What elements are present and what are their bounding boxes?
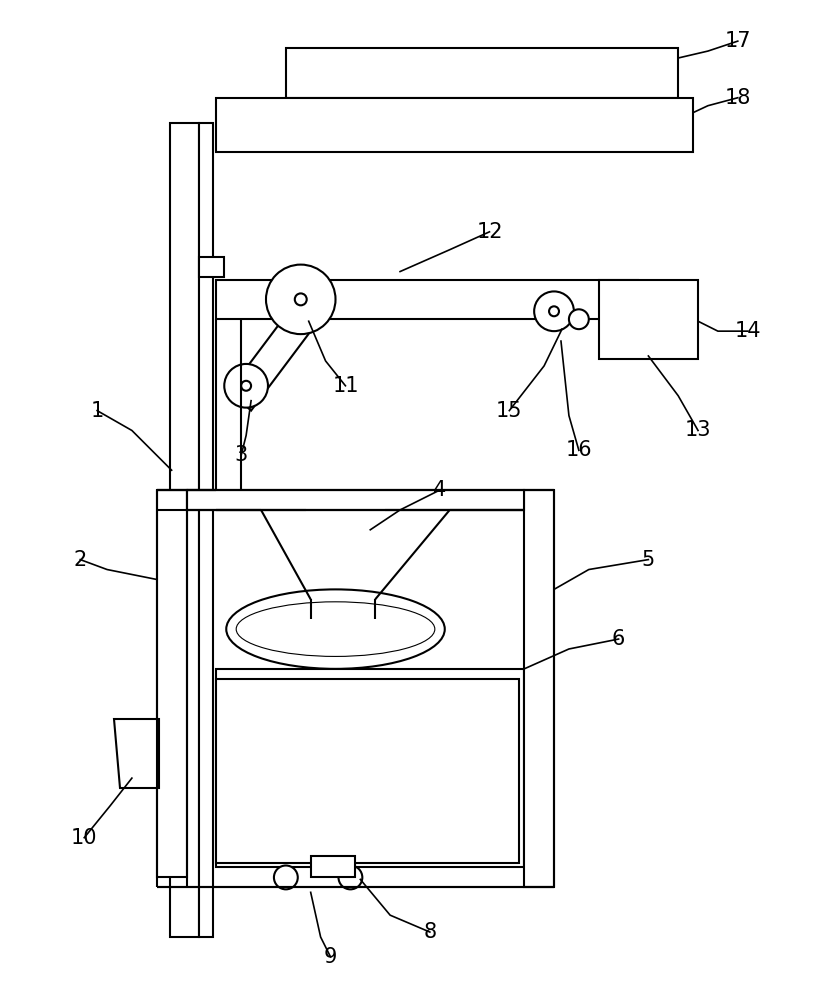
Text: 10: 10 [71, 828, 98, 848]
Text: 12: 12 [476, 222, 502, 242]
Text: 17: 17 [724, 31, 751, 51]
Text: 2: 2 [74, 550, 87, 570]
Circle shape [274, 866, 298, 889]
Circle shape [534, 291, 574, 331]
Bar [310, 856, 355, 877]
Text: 13: 13 [685, 420, 711, 440]
Bar [216, 98, 693, 152]
Text: 15: 15 [496, 401, 523, 421]
Bar [216, 669, 525, 867]
Polygon shape [229, 311, 310, 411]
Bar [599, 280, 698, 359]
Text: 4: 4 [433, 480, 447, 500]
Text: 6: 6 [612, 629, 626, 649]
Circle shape [266, 265, 336, 334]
Text: 9: 9 [323, 947, 337, 967]
Circle shape [549, 306, 559, 316]
Text: 18: 18 [725, 88, 751, 108]
Circle shape [569, 309, 589, 329]
Text: 3: 3 [235, 445, 248, 465]
Circle shape [241, 381, 251, 391]
Bar [286, 48, 678, 98]
Bar [200, 257, 224, 277]
Bar [157, 490, 186, 877]
Bar [216, 679, 519, 863]
Circle shape [295, 293, 307, 305]
Circle shape [224, 364, 268, 408]
Polygon shape [114, 719, 158, 788]
Bar [216, 280, 639, 319]
Bar [525, 490, 554, 887]
Text: 5: 5 [642, 550, 655, 570]
Text: 14: 14 [735, 321, 761, 341]
Ellipse shape [227, 589, 445, 669]
Text: 11: 11 [333, 376, 359, 396]
Bar [170, 123, 200, 937]
Text: 16: 16 [566, 440, 592, 460]
Text: 1: 1 [90, 401, 103, 421]
Text: 8: 8 [424, 922, 437, 942]
Circle shape [338, 866, 362, 889]
Bar [186, 490, 525, 510]
Bar [200, 123, 213, 937]
